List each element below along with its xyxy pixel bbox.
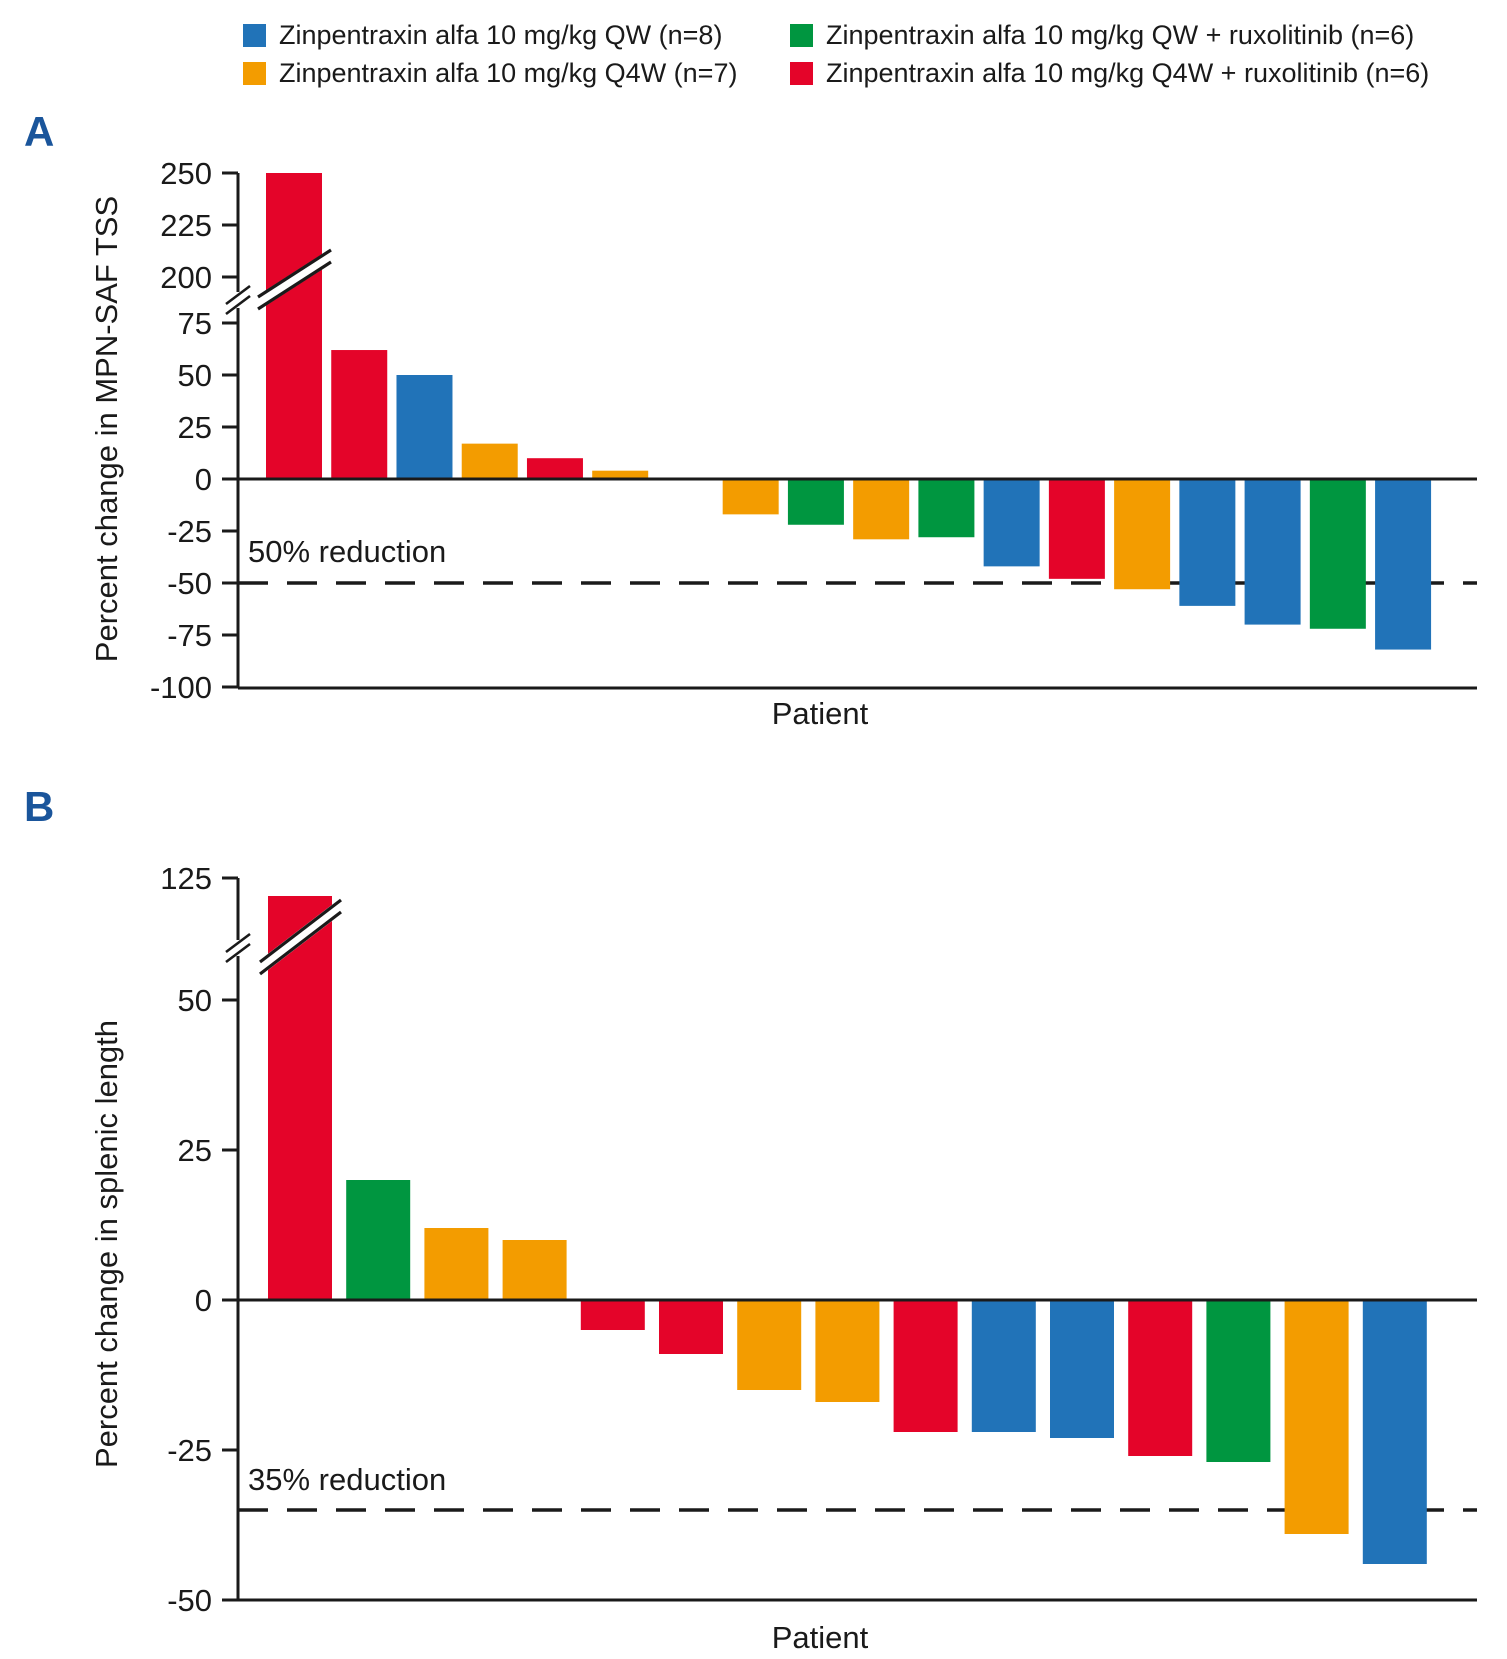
legend-item-blue: Zinpentraxin alfa 10 mg/kg QW (n=8)	[243, 20, 722, 51]
bar-b-break-edge	[259, 910, 342, 976]
bar-b-1	[268, 896, 332, 1300]
panel-a-y-tick-label--50: -50	[167, 566, 212, 601]
bar-b-15	[1362, 1300, 1427, 1564]
bar-a-3	[396, 375, 453, 479]
legend-swatch-red	[790, 62, 813, 85]
panel-a-y-tick-label--25: -25	[167, 514, 212, 549]
bar-a-12	[983, 479, 1040, 567]
panel-b-y-tick-label--50: -50	[167, 1583, 212, 1618]
bar-a-1	[266, 173, 322, 479]
legend-label: Zinpentraxin alfa 10 mg/kg Q4W + ruxolit…	[826, 58, 1430, 88]
panel-a-y-tick-label-200: 200	[160, 260, 212, 295]
bar-b-3	[424, 1228, 489, 1300]
bar-a-17	[1309, 479, 1366, 629]
panel-a-y-tick-label--100: -100	[150, 670, 212, 705]
panel-b-axis-break-slash	[225, 932, 251, 954]
bar-b-6	[659, 1300, 723, 1354]
bar-a-break-edge	[257, 248, 332, 299]
panel-b-y-tick-label-25: 25	[178, 1133, 212, 1168]
bar-b-9	[893, 1300, 958, 1432]
bar-a-8	[722, 479, 779, 515]
panel-a-y-tick-label-75: 75	[178, 306, 212, 341]
panel-a-letter: A	[24, 108, 55, 155]
bar-a-16	[1244, 479, 1301, 625]
bar-b-10	[971, 1300, 1036, 1432]
bar-a-break-edge	[257, 260, 332, 311]
bar-a-6	[592, 470, 649, 479]
panel-a-y-tick-label-0: 0	[195, 462, 212, 497]
bar-b-11	[1050, 1300, 1114, 1438]
bar-b-2	[346, 1180, 411, 1300]
legend-swatch-green	[790, 24, 813, 47]
panel-b-y-tick-label-125: 125	[160, 861, 212, 896]
panel-b-y-tick-label-50: 50	[178, 983, 212, 1018]
panel-a-y-tick-label-225: 225	[160, 208, 212, 243]
bar-b-14	[1284, 1300, 1349, 1534]
bar-b-7	[737, 1300, 802, 1390]
bar-a-9	[787, 479, 844, 525]
legend-item-green: Zinpentraxin alfa 10 mg/kg QW + ruxoliti…	[790, 20, 1414, 51]
bar-b-13	[1206, 1300, 1271, 1462]
panel-a-x-axis-title: Patient	[771, 696, 869, 731]
bar-b-break-band	[256, 900, 345, 974]
bar-b-4	[502, 1240, 567, 1300]
bar-b-break-edge	[259, 898, 342, 964]
bar-b-5	[580, 1300, 645, 1330]
bar-a-11	[918, 479, 975, 538]
panel-a-axis-break-gap	[234, 292, 242, 308]
legend-label: Zinpentraxin alfa 10 mg/kg Q4W (n=7)	[279, 58, 738, 88]
bar-a-break-band	[254, 250, 335, 309]
bar-a-5	[526, 458, 583, 479]
panel-a-y-tick-label-25: 25	[178, 410, 212, 445]
bar-a-15	[1179, 479, 1236, 606]
panel-a-axis-break-slash	[225, 284, 251, 306]
panel-a-y-tick-label-50: 50	[178, 358, 212, 393]
bar-a-18	[1375, 479, 1432, 650]
legend-swatch-blue	[243, 24, 266, 47]
panel-b-y-tick-label-0: 0	[195, 1283, 212, 1318]
bar-a-13	[1048, 479, 1105, 579]
legend-item-orange: Zinpentraxin alfa 10 mg/kg Q4W (n=7)	[243, 58, 737, 89]
panel-b-letter: B	[24, 783, 55, 830]
bar-a-10	[853, 479, 910, 540]
legend-label: Zinpentraxin alfa 10 mg/kg QW + ruxoliti…	[826, 20, 1415, 50]
bar-a-14	[1114, 479, 1171, 590]
panel-b-axis-break-slash	[225, 942, 251, 964]
panel-b-reference-line-label: 35% reduction	[248, 1462, 447, 1497]
legend-item-red: Zinpentraxin alfa 10 mg/kg Q4W + ruxolit…	[790, 58, 1429, 89]
legend-swatch-orange	[243, 62, 266, 85]
bar-b-8	[815, 1300, 880, 1402]
bar-a-2	[331, 350, 388, 479]
legend-label: Zinpentraxin alfa 10 mg/kg QW (n=8)	[279, 20, 723, 50]
panel-a-y-tick-label--75: -75	[167, 618, 212, 653]
bar-b-12	[1128, 1300, 1193, 1456]
bar-a-4	[461, 443, 518, 479]
panel-a-y-tick-label-250: 250	[160, 156, 212, 191]
panel-a-reference-line-label: 50% reduction	[248, 534, 447, 569]
panel-b-x-axis-title: Patient	[771, 1620, 869, 1655]
panel-b-axis-break-gap	[234, 940, 242, 956]
panel-b-y-tick-label--25: -25	[167, 1433, 212, 1468]
panel-a-axis-break-slash	[225, 294, 251, 316]
